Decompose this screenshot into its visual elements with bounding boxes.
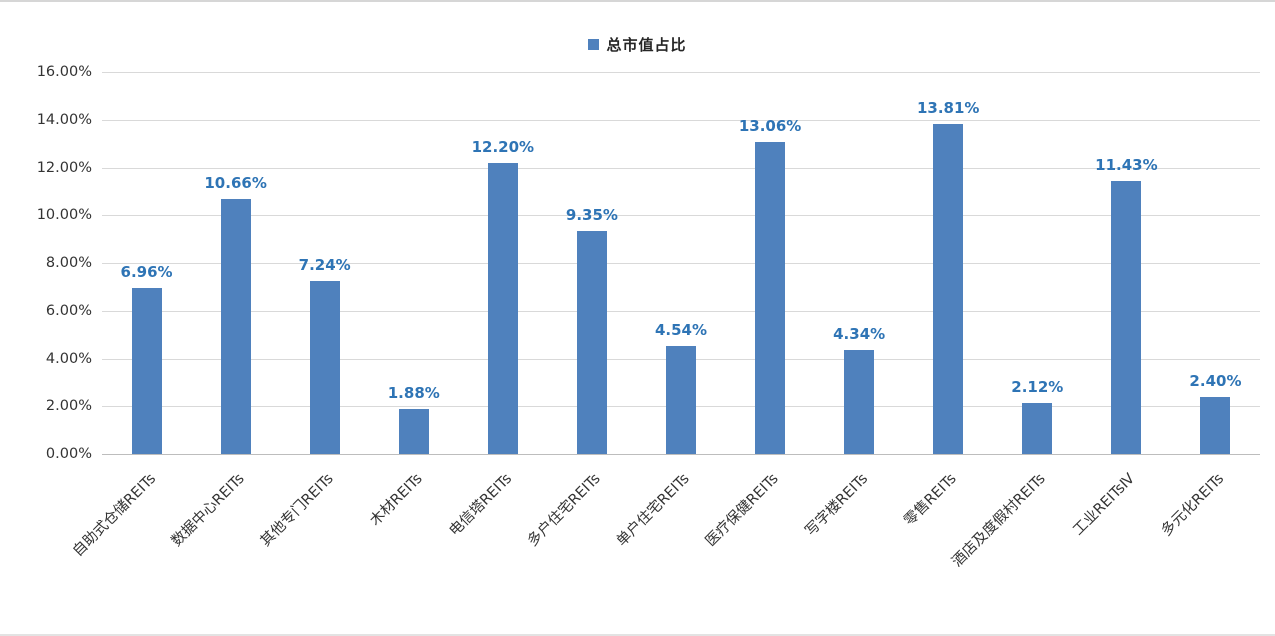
- bar-value-label: 1.88%: [387, 384, 440, 402]
- y-tick-label: 14.00%: [36, 112, 92, 128]
- y-tick-label: 12.00%: [36, 160, 92, 176]
- x-category-label: 写字楼REITs: [802, 470, 872, 540]
- bar: [310, 281, 340, 454]
- x-category-label: 多元化REITs: [1158, 470, 1228, 540]
- x-axis-line: [102, 454, 1260, 455]
- x-category-label: 工业REITsⅣ: [1070, 470, 1139, 539]
- legend-swatch-icon: [588, 39, 600, 50]
- grid-line: [102, 120, 1260, 121]
- bar-value-label: 2.40%: [1189, 372, 1242, 390]
- bar-value-label: 9.35%: [565, 206, 618, 224]
- bar-value-label: 10.66%: [204, 174, 267, 192]
- bar-value-label: 13.81%: [916, 99, 980, 117]
- bar-value-label: 4.54%: [654, 321, 708, 339]
- x-category-label: 数据中心REITs: [169, 470, 249, 550]
- y-tick-label: 2.00%: [45, 398, 92, 414]
- x-category-label: 零售REITs: [901, 470, 961, 530]
- bar-value-label: 2.12%: [1011, 378, 1064, 396]
- bar-value-label: 13.06%: [738, 117, 802, 135]
- bar: [933, 124, 963, 454]
- y-tick-label: 6.00%: [45, 303, 92, 319]
- bar-value-label: 11.43%: [1095, 156, 1158, 174]
- bar: [1200, 397, 1230, 454]
- bar: [132, 288, 162, 454]
- bar: [844, 350, 874, 454]
- grid-line: [102, 168, 1260, 169]
- bar: [755, 142, 785, 454]
- x-category-label: 其他专门REITs: [258, 470, 338, 550]
- legend-label: 总市值占比: [606, 36, 687, 54]
- bar: [666, 346, 696, 454]
- x-category-label: 医疗保健REITs: [703, 470, 783, 550]
- bar: [1111, 181, 1141, 454]
- bar: [221, 199, 251, 454]
- grid-line: [102, 215, 1260, 216]
- x-category-label: 酒店及度假村REITs: [949, 470, 1050, 571]
- y-tick-label: 4.00%: [45, 351, 92, 367]
- x-category-label: 自助式仓储REITs: [70, 470, 160, 560]
- y-axis: 16.00% 14.00% 12.00% 10.00% 8.00% 6.00% 4.00% 2…: [0, 64, 92, 462]
- y-tick-label: 0.00%: [45, 446, 92, 462]
- grid-line: [102, 311, 1260, 312]
- plot-area: 6.96% 自助式仓储REITs 10.66% 数据中心REITs 7.24% 其他专门R…: [70, 72, 1260, 570]
- bar: [488, 163, 518, 454]
- y-tick-label: 16.00%: [36, 64, 92, 80]
- chart-legend: 总市值占比: [0, 34, 1275, 55]
- y-tick-label: 8.00%: [45, 255, 92, 271]
- y-tick-label: 10.00%: [36, 207, 92, 223]
- bar: [577, 231, 607, 454]
- bar: [399, 409, 429, 454]
- bar-value-label: 4.34%: [833, 325, 886, 343]
- x-category-label: 电信塔REITs: [446, 470, 516, 540]
- x-category-label: 单户住宅REITs: [614, 470, 694, 550]
- bar-value-label: 6.96%: [120, 263, 173, 281]
- x-category-label: 多户住宅REITs: [525, 470, 605, 550]
- grid-line: [102, 263, 1260, 264]
- grid-line: [102, 72, 1260, 73]
- x-category-label: 木材REITs: [367, 470, 427, 530]
- bar-value-label: 12.20%: [471, 138, 535, 156]
- bar-value-label: 7.24%: [298, 256, 351, 274]
- bar: [1022, 403, 1052, 454]
